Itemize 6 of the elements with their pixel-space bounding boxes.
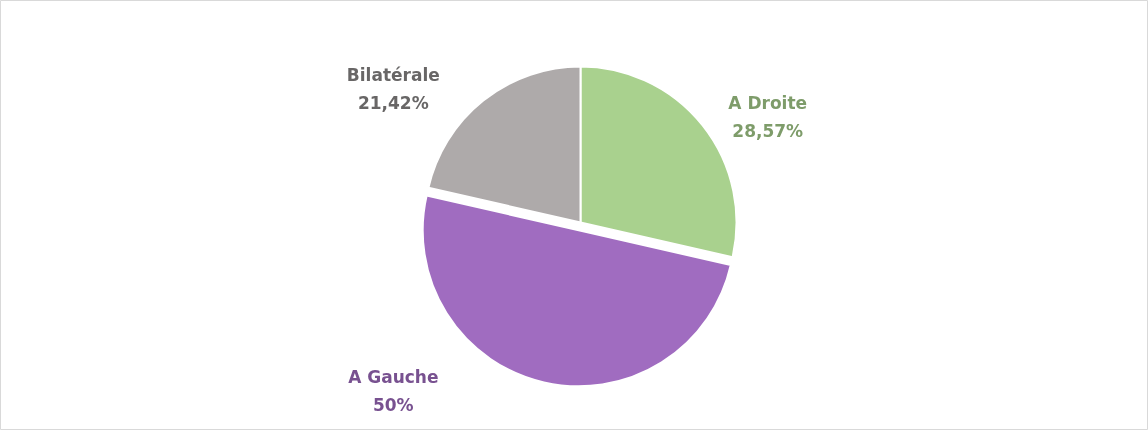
data-label: 28,57% — [732, 120, 804, 141]
data-label: 21,42% — [357, 93, 429, 114]
slice-label: A Droite — [728, 92, 808, 113]
slice-label: Bilatérale — [346, 65, 440, 86]
slice-label: A Gauche — [348, 366, 439, 387]
data-label: 50% — [372, 394, 414, 415]
